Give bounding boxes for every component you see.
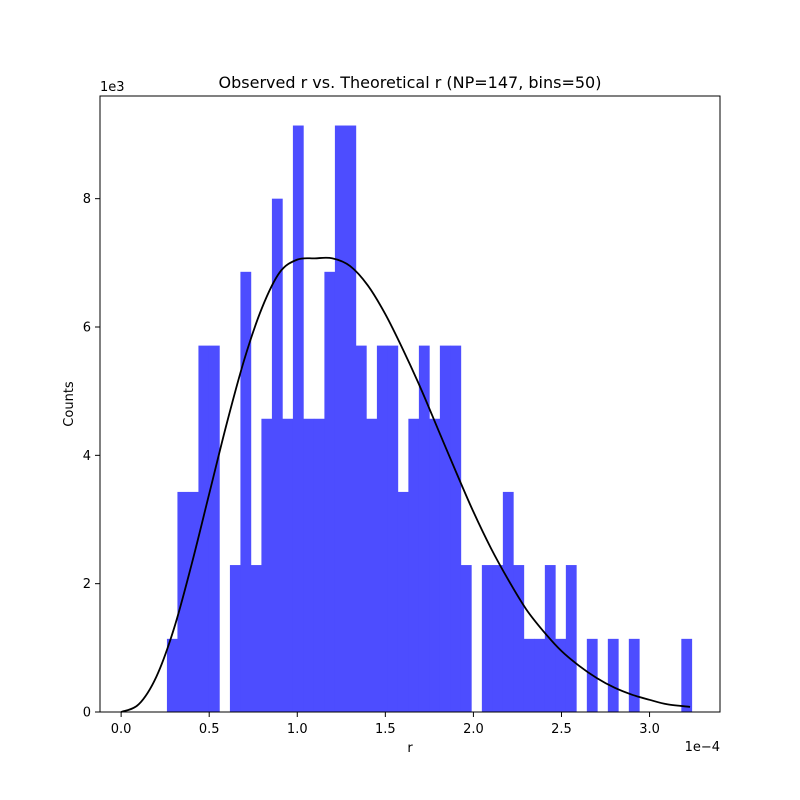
y-axis-label: Counts — [62, 381, 77, 427]
histogram-bar — [534, 638, 546, 712]
histogram-bar — [334, 125, 346, 712]
histogram-bar — [345, 125, 357, 712]
histogram-bar — [492, 565, 504, 712]
histogram-bar — [502, 491, 514, 712]
histogram-bar — [282, 418, 294, 712]
histogram-bar — [313, 418, 325, 712]
x-tick-label: 2.0 — [463, 722, 484, 737]
histogram-bar — [397, 491, 409, 712]
histogram-bar — [292, 125, 304, 712]
histogram-bar — [376, 345, 388, 712]
histogram-bar — [439, 345, 451, 712]
chart-title: Observed r vs. Theoretical r (NP=147, bi… — [219, 73, 602, 92]
x-tick-label: 1.5 — [375, 722, 396, 737]
histogram-bar — [429, 418, 441, 712]
histogram-bar — [481, 565, 493, 712]
histogram-bar — [250, 565, 262, 712]
histogram-bar — [324, 271, 336, 712]
y-tick-label: 0 — [83, 706, 91, 721]
x-tick-label: 1.0 — [287, 722, 308, 737]
histogram-bar — [271, 198, 283, 713]
histogram-bar — [229, 565, 241, 712]
y-multiplier-label: 1e3 — [100, 80, 125, 95]
y-axis-ticks: 0 2 4 6 8 — [83, 192, 100, 721]
histogram-bar — [523, 638, 535, 712]
histogram-bar — [565, 565, 577, 712]
histogram-bar — [261, 418, 273, 712]
y-tick-label: 4 — [83, 449, 91, 464]
y-tick-label: 2 — [83, 577, 91, 592]
x-tick-label: 0.5 — [199, 722, 220, 737]
histogram-bar — [166, 638, 178, 712]
x-axis-ticks: 0.0 0.5 1.0 1.5 2.0 2.5 3.0 — [111, 712, 660, 737]
histogram-bar — [198, 345, 210, 712]
y-tick-label: 8 — [83, 192, 91, 207]
histogram-bar — [513, 565, 525, 712]
x-tick-label: 0.0 — [111, 722, 132, 737]
histogram-bar — [387, 345, 399, 712]
x-tick-label: 2.5 — [551, 722, 572, 737]
theoretical-curve — [120, 256, 691, 713]
x-multiplier-label: 1e−4 — [685, 740, 720, 755]
histogram-bar — [366, 418, 378, 712]
histogram-bar — [355, 345, 367, 712]
plot-frame — [99, 95, 721, 713]
x-tick-label: 3.0 — [639, 722, 660, 737]
histogram-bar — [240, 271, 252, 712]
histogram-bar — [303, 418, 315, 712]
histogram-bar — [418, 345, 430, 712]
histogram-bar — [628, 638, 640, 712]
histogram-bars — [166, 125, 693, 713]
histogram-bar — [177, 491, 189, 712]
histogram-bar — [460, 565, 472, 712]
histogram-bar — [607, 638, 619, 712]
histogram-bar — [555, 638, 567, 712]
histogram-bar — [681, 638, 693, 712]
histogram-bar — [208, 345, 220, 712]
histogram-bar — [450, 345, 462, 712]
x-axis-label: r — [407, 741, 413, 756]
y-tick-label: 6 — [83, 321, 91, 336]
histogram-bar — [408, 418, 420, 712]
histogram-bar — [187, 491, 199, 712]
